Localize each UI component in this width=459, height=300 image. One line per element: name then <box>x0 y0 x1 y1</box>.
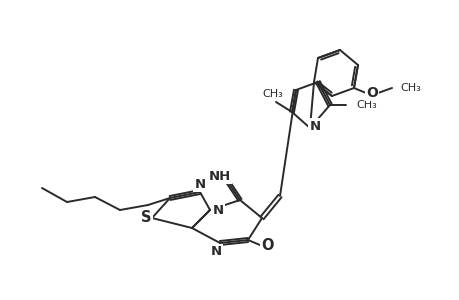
Text: CH₃: CH₃ <box>355 100 376 110</box>
Text: N: N <box>210 245 221 259</box>
Text: NH: NH <box>208 169 230 182</box>
Text: S: S <box>140 211 151 226</box>
Text: CH₃: CH₃ <box>399 83 420 93</box>
Text: O: O <box>365 86 377 100</box>
Text: N: N <box>309 119 320 133</box>
Text: N: N <box>212 203 223 217</box>
Text: O: O <box>261 238 274 253</box>
Text: N: N <box>194 178 205 190</box>
Text: CH₃: CH₃ <box>262 89 283 99</box>
